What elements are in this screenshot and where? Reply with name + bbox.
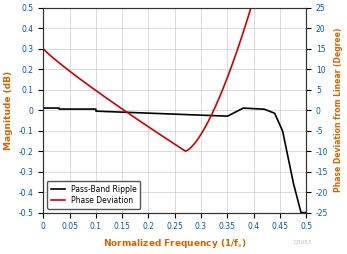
Pass-Band Ripple: [299, 211, 303, 214]
Pass-Band Ripple: [89, 107, 93, 110]
Pass-Band Ripple: [41, 106, 45, 109]
Pass-Band Ripple: [199, 114, 203, 117]
Phase Deviation: [212, 107, 216, 110]
Pass-Band Ripple: [304, 211, 308, 214]
Y-axis label: Magnitude (dB): Magnitude (dB): [4, 71, 13, 150]
Line: Phase Deviation: Phase Deviation: [43, 8, 251, 151]
Pass-Band Ripple: [142, 112, 146, 115]
X-axis label: Normalized Frequency (1/f$_s$): Normalized Frequency (1/f$_s$): [103, 237, 247, 250]
Phase Deviation: [41, 47, 45, 50]
Y-axis label: Phase Deviation from Linear (Degree): Phase Deviation from Linear (Degree): [334, 28, 343, 192]
Phase Deviation: [199, 133, 203, 136]
Phase Deviation: [142, 122, 146, 125]
Phase Deviation: [237, 42, 242, 45]
Line: Pass-Band Ripple: Pass-Band Ripple: [43, 108, 306, 213]
Legend: Pass-Band Ripple, Phase Deviation: Pass-Band Ripple, Phase Deviation: [47, 181, 141, 209]
Pass-Band Ripple: [237, 108, 242, 112]
Text: Q3053: Q3053: [294, 240, 312, 245]
Pass-Band Ripple: [257, 107, 262, 110]
Pass-Band Ripple: [212, 114, 216, 117]
Phase Deviation: [89, 86, 93, 89]
